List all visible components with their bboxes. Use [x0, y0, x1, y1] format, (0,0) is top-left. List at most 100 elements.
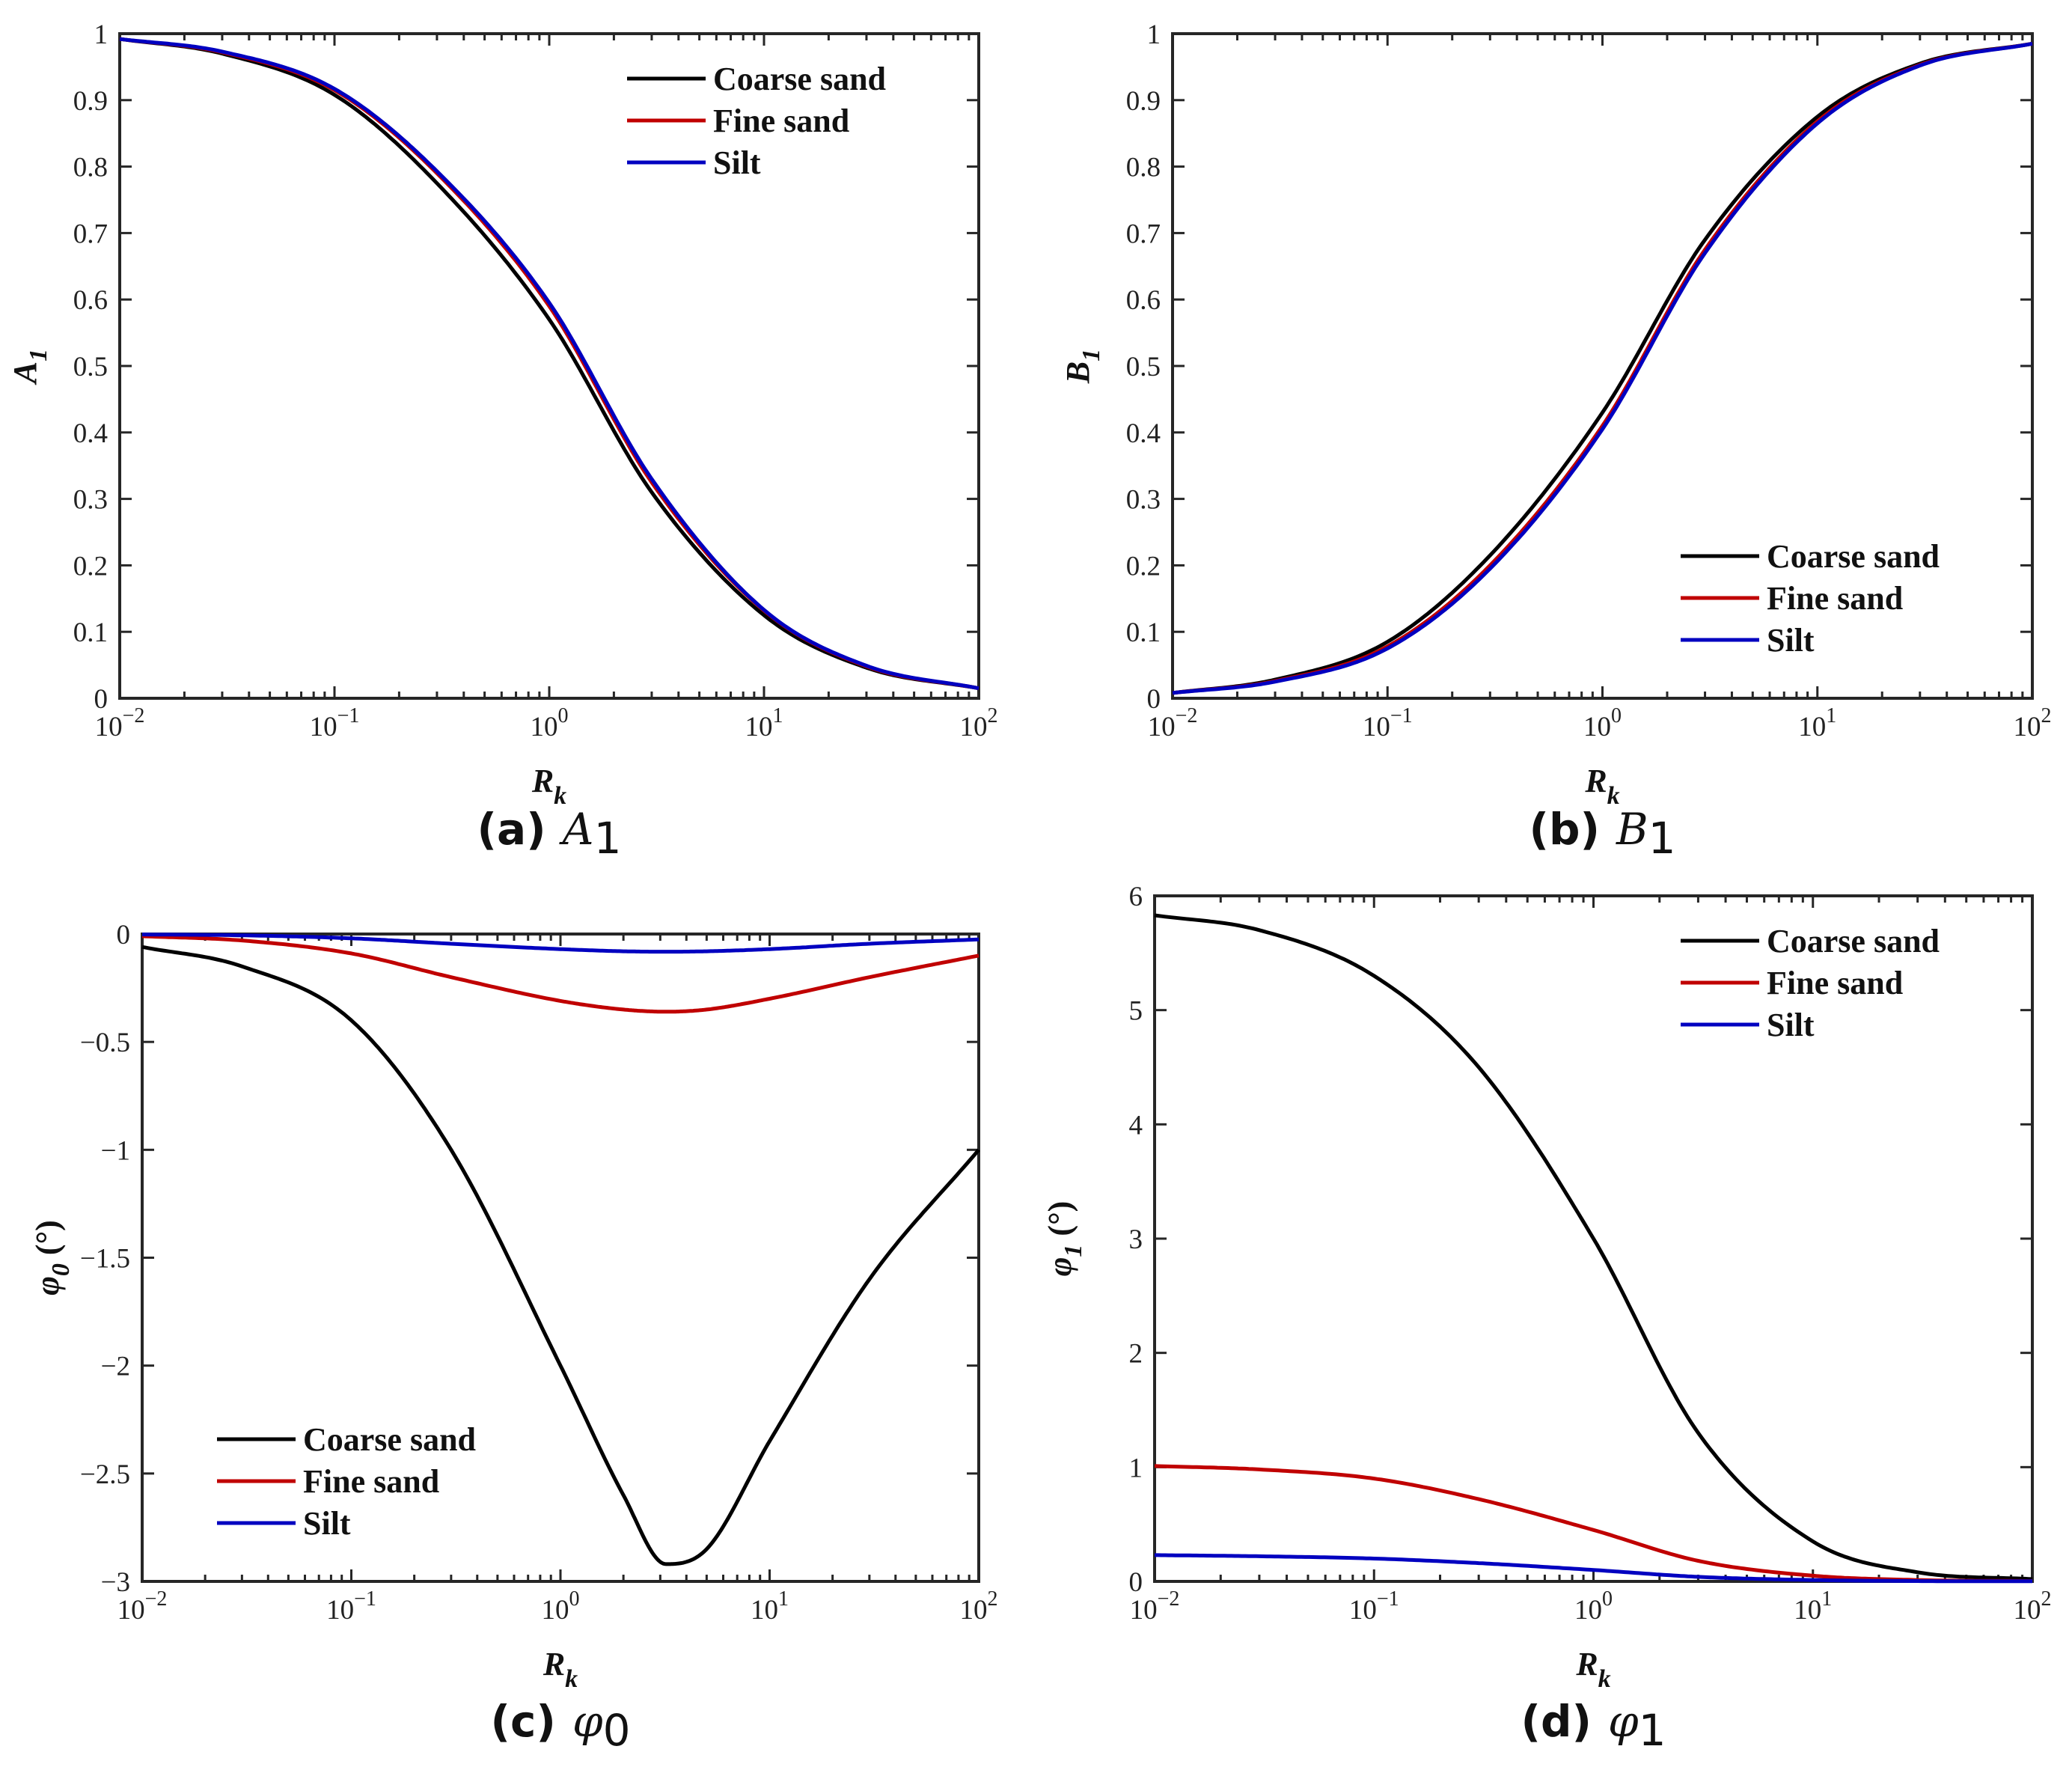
- y-tick-label: 3: [1129, 1224, 1143, 1255]
- x-axis-label: Rk: [1575, 1646, 1610, 1693]
- x-tick-label: 10−1: [1349, 1587, 1399, 1626]
- y-tick-label: 0.1: [1126, 617, 1161, 648]
- x-tick-label: 10−2: [95, 704, 145, 742]
- panel-caption: (c) φ0: [491, 1696, 631, 1756]
- x-axis-label: Rk: [1584, 763, 1619, 810]
- y-tick-label: 0.9: [1126, 86, 1161, 117]
- y-tick-label: 0: [1129, 1567, 1143, 1598]
- y-tick-label: −0.5: [80, 1028, 130, 1058]
- y-tick-label: 0.7: [73, 219, 108, 249]
- x-tick-label: 101: [751, 1587, 789, 1626]
- x-tick-label: 10−2: [1130, 1587, 1180, 1626]
- y-tick-label: −2.5: [80, 1459, 130, 1490]
- y-axis-label: A1: [7, 349, 52, 385]
- y-tick-label: 0: [1147, 684, 1161, 715]
- legend-label: Coarse sand: [713, 61, 886, 97]
- legend-label: Silt: [1767, 1007, 1815, 1043]
- panel-b: 10−2 10−1 100 101 102 0 0.1 0.2 0.3 0.4 0.5 0.6 0.7 0…: [1060, 19, 2052, 864]
- y-tick-label: 0.7: [1126, 219, 1161, 249]
- legend-label: Silt: [303, 1505, 351, 1542]
- y-axis-label: B1: [1060, 349, 1105, 384]
- y-tick-label: 6: [1129, 882, 1143, 912]
- y-tick-label: 0.6: [1126, 285, 1161, 316]
- series-line-coarse-sand: [119, 37, 980, 691]
- y-tick-label: 0.6: [73, 285, 108, 316]
- x-tick-label: 100: [1583, 704, 1622, 742]
- y-tick-label: 5: [1129, 996, 1143, 1027]
- panel-caption: (d) φ1: [1521, 1696, 1666, 1756]
- series-line-silt: [142, 933, 980, 954]
- plot-area: [141, 933, 980, 1583]
- x-tick-label: 100: [1574, 1587, 1613, 1626]
- x-tick-label: 100: [531, 704, 569, 742]
- panel-c: 10−2 10−1 100 101 102 −3 −2.5 −2 −1.5 −1 −0.5 0 Rk φ0…: [29, 920, 998, 1756]
- x-axis-label: Rk: [531, 763, 566, 810]
- y-tick-label: 0.2: [1126, 551, 1161, 582]
- panel-caption: (b) B1: [1529, 804, 1675, 864]
- y-tick-label: 1: [1129, 1453, 1143, 1483]
- series-line-silt: [1155, 1553, 2032, 1584]
- legend: Coarse sand Fine sand Silt: [1681, 538, 1940, 659]
- y-tick-label: 4: [1129, 1110, 1143, 1141]
- x-tick-label: 10−1: [1363, 704, 1413, 742]
- panel-d: 10−2 10−1 100 101 102 0 1 2 3 4 5 6 Rk φ1 (°) Coarse s…: [1042, 882, 2052, 1756]
- y-tick-label: 0.5: [1126, 352, 1161, 382]
- panel-a: 10−2 10−1 100 101 102 0 0.1 0.2 0.3 0.4 0.5 0.6 0.7 0…: [7, 19, 998, 864]
- y-tick-label: 0.3: [73, 485, 108, 516]
- x-axis-label: Rk: [543, 1646, 578, 1693]
- plot-area: [118, 32, 980, 700]
- legend-label: Fine sand: [713, 103, 849, 139]
- x-tick-label: 102: [960, 1587, 998, 1626]
- legend: Coarse sand Fine sand Silt: [1681, 923, 1940, 1043]
- x-tick-label: 10−2: [117, 1587, 168, 1626]
- x-tick-label: 101: [1794, 1587, 1832, 1626]
- y-tick-label: −2: [101, 1352, 130, 1382]
- x-tick-label: 101: [745, 704, 783, 742]
- x-tick-label: 10−2: [1148, 704, 1198, 742]
- y-tick-label: 0.8: [1126, 153, 1161, 183]
- y-tick-label: 0: [117, 920, 131, 950]
- y-tick-label: −1.5: [80, 1244, 130, 1275]
- y-tick-label: 0.5: [73, 352, 108, 382]
- legend-label: Fine sand: [1767, 580, 1903, 617]
- y-tick-label: 0.8: [73, 153, 108, 183]
- x-tick-label: 10−1: [326, 1587, 376, 1626]
- y-tick-label: 0.4: [73, 418, 108, 449]
- x-tick-label: 10−1: [310, 704, 360, 742]
- series-line-coarse-sand: [1154, 913, 2033, 1581]
- y-tick-label: 0.2: [73, 551, 108, 582]
- legend-label: Silt: [713, 144, 761, 181]
- legend-label: Coarse sand: [1767, 538, 1940, 575]
- legend-label: Silt: [1767, 622, 1815, 659]
- x-tick-label: 102: [2014, 1587, 2052, 1626]
- legend: Coarse sand Fine sand Silt: [217, 1421, 476, 1542]
- legend-label: Fine sand: [1767, 965, 1903, 1001]
- x-tick-label: 102: [2014, 704, 2052, 742]
- x-tick-label: 101: [1798, 704, 1836, 742]
- series-line-fine-sand: [141, 934, 980, 1014]
- legend: Coarse sand Fine sand Silt: [627, 61, 886, 181]
- legend-label: Coarse sand: [1767, 923, 1940, 959]
- y-tick-label: 1: [94, 19, 109, 50]
- x-tick-label: 100: [542, 1587, 580, 1626]
- y-tick-label: 0.3: [1126, 485, 1161, 516]
- y-axis-label: φ1 (°): [1042, 1201, 1087, 1277]
- legend-label: Coarse sand: [303, 1421, 476, 1458]
- panel-caption: (a) A1: [477, 804, 622, 864]
- y-axis-label: φ0 (°): [29, 1220, 75, 1296]
- series-line-silt: [119, 37, 980, 691]
- y-tick-label: −1: [101, 1135, 130, 1166]
- series-line-silt: [1172, 41, 2033, 695]
- series-line-coarse-sand: [1172, 41, 2033, 695]
- y-tick-label: 0.4: [1126, 418, 1161, 449]
- y-tick-label: −3: [101, 1567, 130, 1598]
- x-tick-label: 102: [960, 704, 998, 742]
- legend-label: Fine sand: [303, 1463, 439, 1500]
- y-tick-label: 0.1: [73, 617, 108, 648]
- y-tick-label: 0: [94, 684, 109, 715]
- y-tick-label: 2: [1129, 1339, 1143, 1370]
- series-line-coarse-sand: [141, 944, 980, 1566]
- y-tick-label: 1: [1147, 19, 1161, 50]
- plot-area: [1171, 32, 2034, 700]
